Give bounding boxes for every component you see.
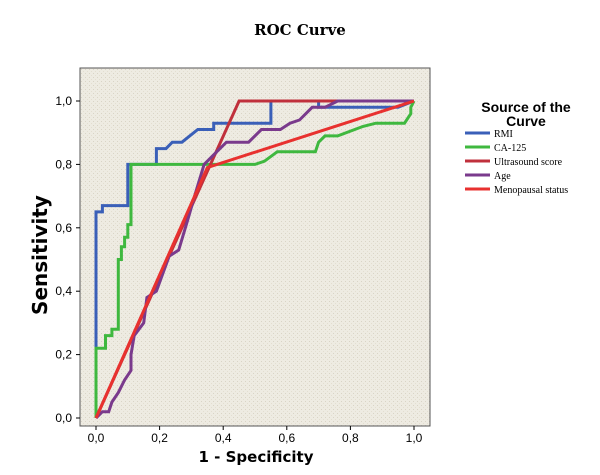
x-tick-label: 0,4	[215, 431, 232, 445]
y-tick-label: 0,4	[55, 284, 72, 298]
x-tick-label: 0,6	[278, 431, 295, 445]
legend-item-label: Age	[494, 171, 511, 182]
y-axis: 0,0 0,2 0,4 0,6 0,8 1,0	[55, 94, 80, 425]
y-tick-label: 1,0	[55, 94, 72, 108]
series-lines	[94, 99, 416, 420]
legend-item-label: RMI	[494, 129, 513, 140]
chart-title: ROC Curve	[254, 21, 346, 39]
legend: Source of the Curve RMI CA-125 Ultrasound …	[465, 99, 571, 196]
series-line-menopausal-status	[94, 99, 415, 419]
x-tick-label: 1,0	[406, 431, 423, 445]
series-line-ca-125	[94, 100, 416, 418]
x-axis: 0,0 0,2 0,4 0,6 0,8 1,0	[88, 426, 423, 445]
x-tick-label: 0,2	[151, 431, 168, 445]
y-axis-label: Sensitivity	[28, 195, 52, 315]
series-line-age	[94, 99, 414, 420]
legend-title-line-1: Source of the	[481, 99, 571, 115]
plot-area	[79, 67, 431, 427]
legend-item-label: CA-125	[494, 143, 526, 154]
y-tick-label: 0,2	[55, 348, 72, 362]
legend-title-line-2: Curve	[506, 113, 546, 129]
legend-item-label: Menopausal status	[494, 185, 568, 196]
legend-item-label: Ultrasound score	[494, 157, 563, 168]
x-tick-label: 0,8	[342, 431, 359, 445]
x-tick-label: 0,0	[88, 431, 105, 445]
y-tick-label: 0,0	[55, 411, 72, 425]
y-tick-label: 0,8	[55, 157, 72, 171]
y-tick-label: 0,6	[55, 221, 72, 235]
x-axis-label: 1 - Specificity	[199, 448, 314, 466]
